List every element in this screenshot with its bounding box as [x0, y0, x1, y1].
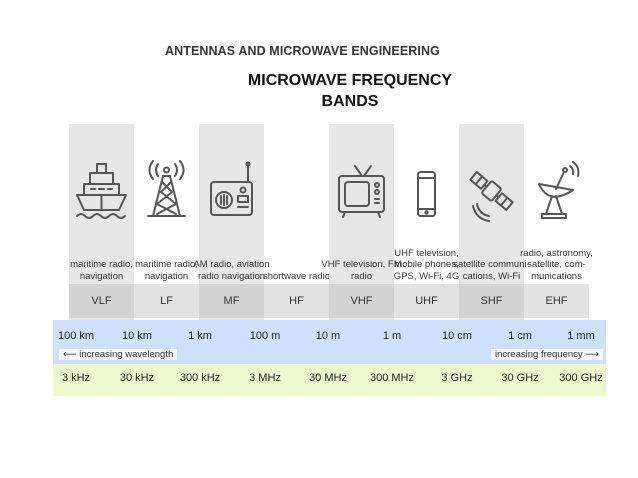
band-uhf: UHF television, mobile phones, GPS, Wi-F…: [394, 124, 459, 320]
mobile-phone-icon: [394, 160, 459, 222]
band-mf: AM radio, aviation radio navigation MF: [193, 124, 270, 320]
ship-icon: [69, 160, 134, 222]
band-shf: satellite communi-cations, Wi-Fi SHF: [453, 124, 530, 320]
frequency-mark: 300 MHz: [369, 372, 415, 384]
band-lf: maritime radio, navigation LF: [134, 124, 199, 320]
band-desc: satellite communi-cations, Wi-Fi: [453, 259, 530, 282]
band-code: EHF: [524, 284, 589, 318]
radio-tower-icon: [134, 160, 199, 222]
frequency-mark: 3 kHz: [61, 372, 91, 384]
band-vhf: VHF television, FM radio VHF: [321, 124, 402, 320]
arrow-right-icon: ⟶: [585, 349, 599, 360]
arrow-left-icon: ⟵: [63, 349, 77, 360]
frequency-mark: 30 kHz: [119, 372, 155, 384]
frequency-mark: 3 MHz: [249, 372, 281, 384]
band-code: SHF: [459, 284, 524, 318]
band-hf: shortwave radio HF: [263, 124, 330, 320]
page-title: MICROWAVE FREQUENCY BANDS: [230, 70, 470, 112]
band-desc: shortwave radio: [262, 270, 331, 282]
band-desc: maritime radio, navigation: [135, 259, 198, 282]
band-code: MF: [199, 284, 264, 318]
frequency-mark: 3 GHz: [441, 372, 473, 384]
television-icon: [329, 160, 394, 222]
band-code: VHF: [329, 284, 394, 318]
title-line-1: MICROWAVE FREQUENCY: [247, 72, 453, 89]
wavelength-mark: 10 km: [122, 330, 152, 342]
course-title: ANTENNAS AND MICROWAVE ENGINEERING: [165, 44, 440, 58]
frequency-bands: maritime radio, navigation VLF maritime …: [69, 124, 593, 320]
wavelength-mark: 1 m: [382, 330, 402, 342]
wavelength-mark: 1 cm: [508, 330, 532, 342]
satellite-icon: [459, 160, 524, 222]
wavelength-mark: 100 km: [57, 330, 95, 342]
band-code: VLF: [69, 284, 134, 318]
band-desc: AM radio, aviation radio navigation: [193, 259, 270, 282]
band-ehf: radio, astronomy, satellite, com-municat…: [520, 124, 593, 320]
band-vlf: maritime radio, navigation VLF: [69, 124, 134, 320]
band-code: LF: [134, 284, 199, 318]
frequency-mark: 300 kHz: [179, 372, 221, 384]
band-desc: maritime radio, navigation: [70, 259, 133, 282]
wavelength-scale: 100 km 10 km 1 km 100 m 10 m 1 m 10 cm 1…: [53, 320, 606, 364]
frequency-mark: 30 GHz: [501, 372, 539, 384]
band-desc: UHF television, mobile phones, GPS, Wi-F…: [393, 247, 460, 282]
increasing-frequency-label: increasing frequency ⟶: [491, 349, 603, 360]
radio-receiver-icon: [199, 160, 264, 222]
band-code: UHF: [394, 284, 459, 318]
band-desc: radio, astronomy, satellite, com-municat…: [520, 247, 593, 282]
wavelength-mark: 1 mm: [567, 330, 595, 342]
frequency-scale: 3 kHz 30 kHz 300 kHz 3 MHz 30 MHz 300 MH…: [53, 364, 606, 396]
satellite-dish-icon: [524, 160, 589, 222]
wavelength-mark: 10 cm: [442, 330, 472, 342]
frequency-mark: 300 GHz: [559, 372, 603, 384]
band-desc: VHF television, FM radio: [321, 259, 402, 282]
increasing-wavelength-label: ⟵ increasing wavelength: [59, 349, 178, 360]
wavelength-mark: 100 m: [249, 330, 281, 342]
wavelength-mark: 10 m: [315, 330, 341, 342]
band-code: HF: [264, 284, 329, 318]
wavelength-mark: 1 km: [188, 330, 212, 342]
frequency-mark: 30 MHz: [309, 372, 347, 384]
title-line-2: BANDS: [321, 93, 379, 110]
